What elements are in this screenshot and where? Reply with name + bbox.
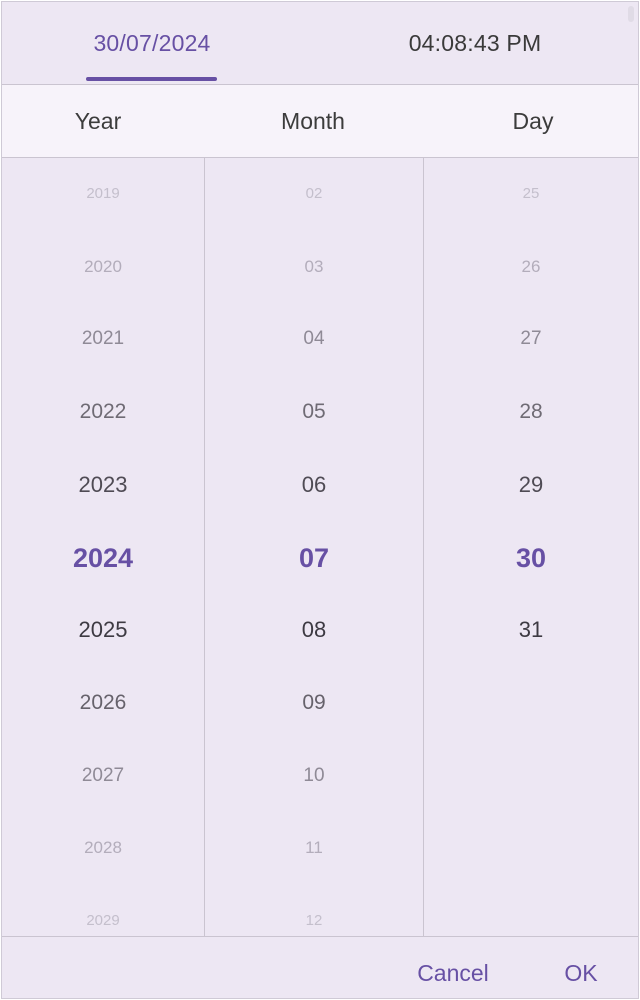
- day-item[interactable]: 31: [518, 617, 544, 643]
- month-item[interactable]: 08: [301, 617, 327, 643]
- year-item-selected[interactable]: 2024: [72, 542, 134, 573]
- picker-columns: 2019 2020 2021 2022 2023 2024 2025 2026 2027 2028…: [2, 158, 638, 936]
- month-item[interactable]: 10: [303, 764, 325, 786]
- month-item-selected[interactable]: 07: [298, 542, 330, 573]
- day-item[interactable]: 29: [518, 471, 544, 497]
- tab-date[interactable]: 30/07/2024: [2, 2, 302, 84]
- year-wheel[interactable]: 2019 2020 2021 2022 2023 2024 2025 2026 2027 2028…: [2, 158, 205, 936]
- month-item[interactable]: 09: [302, 690, 326, 714]
- day-header: Day: [512, 107, 554, 134]
- tab-time-label: 04:08:43 PM: [408, 29, 542, 56]
- month-item[interactable]: 03: [304, 256, 324, 276]
- day-item[interactable]: 26: [521, 256, 541, 276]
- month-item[interactable]: 02: [305, 185, 323, 202]
- day-item[interactable]: 25: [522, 185, 540, 202]
- month-item[interactable]: 05: [302, 400, 326, 424]
- year-header: Year: [74, 107, 122, 134]
- day-item[interactable]: 27: [520, 328, 542, 350]
- day-item-selected[interactable]: 30: [515, 542, 547, 573]
- month-wheel[interactable]: 02 03 04 05 06 07 08 09 10 11 12: [205, 158, 424, 936]
- year-item[interactable]: 2022: [79, 400, 127, 424]
- year-item[interactable]: 2027: [81, 764, 125, 786]
- day-item[interactable]: 28: [519, 400, 543, 424]
- tab-time[interactable]: 04:08:43 PM: [312, 2, 638, 84]
- dialog-actions: Cancel OK: [2, 936, 638, 998]
- year-item[interactable]: 2020: [84, 256, 122, 276]
- year-item[interactable]: 2025: [78, 617, 128, 643]
- tab-active-indicator: [86, 77, 217, 81]
- year-item[interactable]: 2019: [86, 185, 120, 202]
- ok-button[interactable]: OK: [544, 937, 618, 998]
- day-wheel[interactable]: 25 26 27 28 29 30 31: [424, 158, 638, 936]
- picker-tabs: 30/07/2024 04:08:43 PM: [2, 2, 638, 85]
- scrollbar-thumb: [628, 6, 634, 22]
- month-item[interactable]: 11: [305, 838, 323, 858]
- year-item[interactable]: 2026: [79, 690, 127, 714]
- year-item[interactable]: 2029: [86, 912, 120, 929]
- month-item[interactable]: 06: [301, 471, 327, 497]
- cancel-button[interactable]: Cancel: [398, 937, 508, 998]
- month-item[interactable]: 04: [303, 328, 325, 350]
- year-item[interactable]: 2028: [84, 838, 122, 858]
- year-item[interactable]: 2023: [78, 471, 128, 497]
- month-header: Month: [281, 107, 345, 134]
- column-headers: Year Month Day: [2, 85, 638, 158]
- tab-date-label: 30/07/2024: [93, 29, 211, 56]
- month-item[interactable]: 12: [305, 912, 323, 929]
- year-item[interactable]: 2021: [81, 328, 125, 350]
